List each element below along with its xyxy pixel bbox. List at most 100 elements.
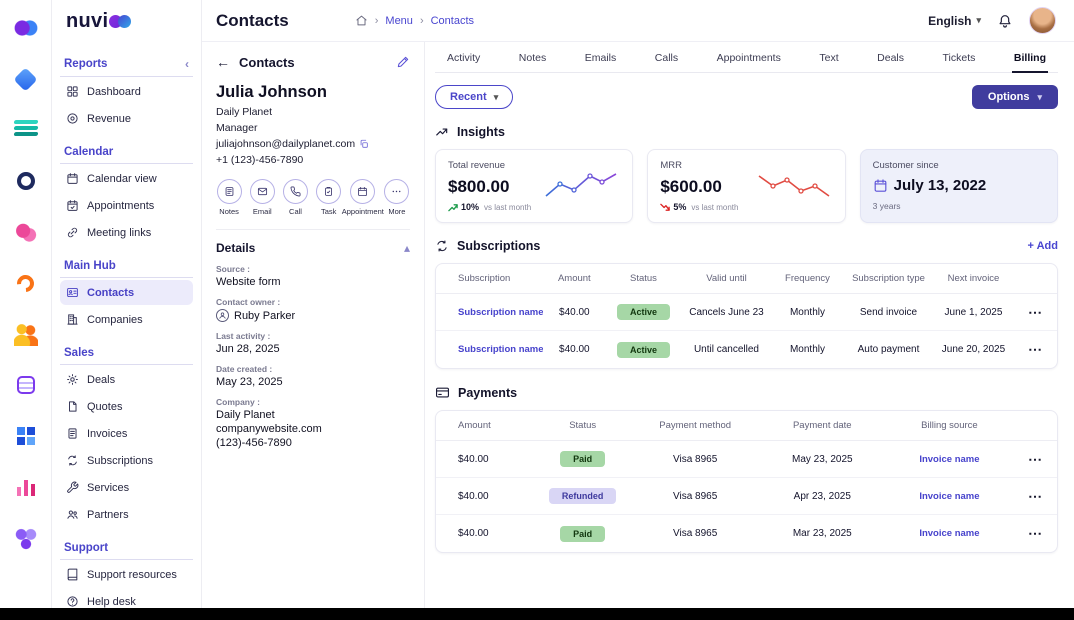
call-action-button[interactable]: Call: [282, 179, 308, 216]
book-icon: [67, 568, 78, 581]
card-label: Total revenue: [448, 160, 506, 171]
frequency-cell: Monthly: [789, 306, 825, 318]
panel-app-icon[interactable]: [16, 376, 35, 394]
tab-activity[interactable]: Activity: [447, 52, 481, 64]
tab-emails[interactable]: Emails: [584, 52, 617, 64]
add-subscription-link[interactable]: + Add: [1027, 240, 1058, 252]
row-menu-button[interactable]: ⋯: [1028, 525, 1042, 541]
sidebar-item-calendar-view[interactable]: Calendar view: [60, 166, 193, 191]
insights-section-header: Insights: [435, 125, 1058, 139]
options-button[interactable]: Options ▾: [971, 85, 1058, 109]
column-header: Status: [630, 273, 657, 284]
more-action-button[interactable]: More: [384, 179, 410, 216]
sidebar-item-help-desk[interactable]: Help desk: [60, 589, 193, 608]
row-menu-button[interactable]: ⋯: [1027, 341, 1042, 357]
home-icon[interactable]: [355, 14, 368, 27]
diamond-app-icon[interactable]: [13, 66, 38, 92]
sidebar-item-dashboard[interactable]: Dashboard: [60, 79, 193, 104]
people-app-icon[interactable]: [13, 322, 38, 346]
customer-since-date: July 13, 2022: [893, 177, 987, 194]
sidebar-section-calendar: Calendar: [60, 143, 193, 164]
appointment-action-button[interactable]: Appointment: [342, 179, 384, 216]
field-value: May 23, 2025: [216, 376, 283, 388]
arc-app-icon[interactable]: [13, 271, 38, 295]
sidebar-item-quotes[interactable]: Quotes: [60, 394, 193, 419]
recent-filter-button[interactable]: Recent ▾: [435, 85, 514, 109]
tab-deals[interactable]: Deals: [877, 52, 904, 64]
tab-billing[interactable]: Billing: [1011, 48, 1048, 73]
column-header: Payment date: [792, 420, 852, 431]
subscription-name-link[interactable]: Subscription name: [458, 344, 543, 355]
blob-app-icon[interactable]: [13, 220, 38, 244]
column-header: Frequency: [785, 273, 830, 284]
sidebar-item-revenue[interactable]: Revenue: [60, 106, 193, 131]
copy-icon[interactable]: [359, 139, 369, 149]
collapse-sidebar-icon[interactable]: ‹: [185, 57, 189, 71]
row-menu-button[interactable]: ⋯: [1028, 487, 1042, 504]
delta-up-icon: [448, 203, 458, 211]
insight-cards: Total revenue $800.00 10% vs last month: [435, 149, 1058, 223]
bar-chart-app-icon[interactable]: [13, 475, 38, 499]
invoice-link[interactable]: Invoice name: [919, 490, 980, 502]
invoice-link[interactable]: Invoice name: [919, 528, 980, 539]
action-label: Call: [289, 207, 302, 216]
credit-card-icon: [436, 387, 449, 398]
breadcrumb-current[interactable]: Contacts: [430, 14, 475, 27]
tab-appointments[interactable]: Appointments: [716, 52, 781, 64]
nuvio-logo[interactable]: nuvi: [60, 0, 193, 42]
breadcrumb-menu[interactable]: Menu: [385, 14, 413, 27]
edit-pencil-icon[interactable]: [396, 55, 410, 69]
delta-note: vs last month: [691, 202, 739, 212]
notes-action-button[interactable]: Notes: [216, 179, 242, 216]
ring-app-icon[interactable]: [16, 172, 35, 190]
note-icon: [216, 179, 242, 204]
layers-app-icon[interactable]: [13, 118, 38, 142]
cluster-app-icon[interactable]: [13, 526, 38, 550]
invoice-link[interactable]: Invoice name: [919, 453, 980, 465]
row-menu-button[interactable]: ⋯: [1028, 450, 1042, 467]
action-label: Email: [252, 207, 272, 216]
sidebar-item-label: Help desk: [87, 595, 136, 608]
logo-mark-icon[interactable]: [13, 16, 38, 40]
collapse-details-icon[interactable]: ▴: [403, 241, 410, 255]
back-arrow-icon[interactable]: ←: [216, 54, 230, 70]
content-row: ← Contacts Julia Johnson Daily Planet Ma…: [202, 42, 1074, 608]
main-content: Activity Notes Emails Calls Appointments…: [425, 42, 1074, 608]
sidebar-item-invoices[interactable]: Invoices: [60, 421, 193, 446]
tab-calls[interactable]: Calls: [654, 52, 679, 64]
sidebar-item-appointments[interactable]: Appointments: [60, 193, 193, 218]
company-website: companywebsite.com: [216, 423, 322, 435]
payments-table-header: Amount Status Payment method Payment dat…: [436, 411, 1057, 441]
sidebar-item-label: Dashboard: [87, 85, 141, 98]
field-value: Website form: [216, 276, 281, 288]
action-label: Task: [321, 207, 337, 216]
notifications-bell-icon[interactable]: [997, 13, 1013, 29]
user-avatar[interactable]: [1029, 7, 1056, 34]
sidebar-item-support-resources[interactable]: Support resources: [60, 562, 193, 587]
sidebar-item-services[interactable]: Services: [60, 475, 193, 500]
row-menu-button[interactable]: ⋯: [1027, 303, 1042, 320]
tab-text[interactable]: Text: [819, 52, 839, 64]
sidebar-item-meeting-links[interactable]: Meeting links: [60, 220, 193, 245]
sidebar-item-contacts[interactable]: Contacts: [60, 280, 193, 305]
tab-tickets[interactable]: Tickets: [942, 52, 976, 64]
table-row: Subscription name $40.00 Active Until ca…: [436, 331, 1057, 368]
column-header: Subscription: [458, 273, 511, 284]
subscription-name-link[interactable]: Subscription name: [458, 306, 543, 318]
tab-notes[interactable]: Notes: [518, 52, 547, 64]
grid-app-icon[interactable]: [13, 424, 38, 448]
calendar-icon: [67, 173, 78, 184]
language-selector[interactable]: English ▾: [928, 14, 981, 28]
sidebar-item-companies[interactable]: Companies: [60, 307, 193, 332]
email-action-button[interactable]: Email: [249, 179, 275, 216]
details-title: Details: [216, 241, 256, 255]
sidebar-item-partners[interactable]: Partners: [60, 502, 193, 527]
sidebar-item-subscriptions[interactable]: Subscriptions: [60, 448, 193, 473]
sidebar-item-label: Partners: [87, 508, 129, 521]
card-label: MRR: [660, 160, 682, 171]
sidebar-item-deals[interactable]: Deals: [60, 367, 193, 392]
wrench-icon: [67, 481, 79, 493]
task-action-button[interactable]: Task: [316, 179, 342, 216]
status-badge: Paid: [560, 525, 606, 542]
refresh-icon: [437, 240, 447, 252]
